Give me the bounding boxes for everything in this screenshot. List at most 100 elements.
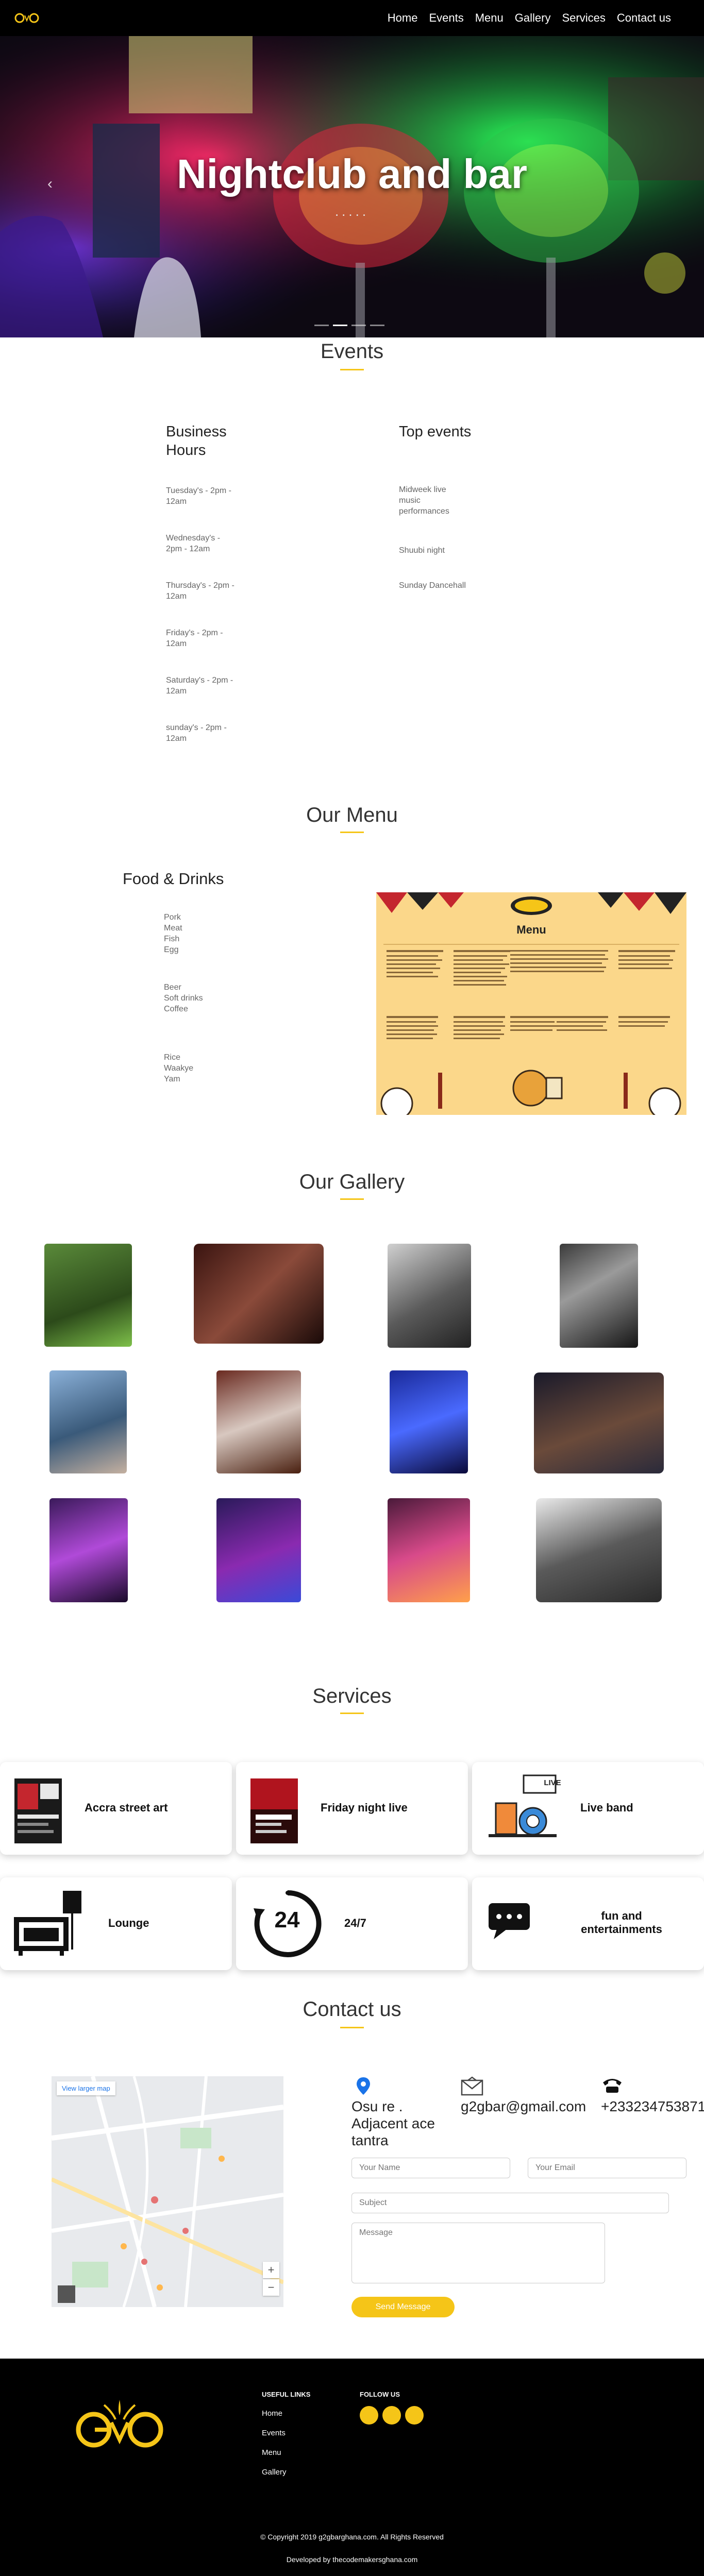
gallery-image[interactable]: [390, 1370, 468, 1473]
facebook-icon[interactable]: [360, 2406, 378, 2425]
message-field[interactable]: [351, 2223, 605, 2283]
contact-address: Osu re . Adjacent ace tantra: [351, 2098, 435, 2148]
contact-email[interactable]: g2gbar@gmail.com: [461, 2098, 586, 2114]
footer-link-gallery[interactable]: Gallery: [262, 2468, 287, 2477]
business-hours-item: Friday's - 2pm - 12am: [166, 629, 223, 648]
footer-logo[interactable]: [68, 2395, 171, 2451]
nav-home[interactable]: Home: [387, 11, 418, 24]
top-navbar: Home Events Menu Gallery Services Contac…: [0, 0, 704, 36]
email-field[interactable]: [528, 2158, 686, 2178]
service-card-lounge[interactable]: Lounge: [0, 1877, 232, 1970]
carousel-indicators: [314, 325, 384, 326]
contact-title-underline: [340, 2027, 364, 2028]
events-title: Events: [320, 340, 384, 363]
hero-carousel: Nightclub and bar ..... ‹: [0, 36, 704, 337]
menu-board-graphic: [376, 892, 686, 1115]
menu-item: Yam: [164, 1075, 180, 1083]
chat-bubbles-icon: [489, 1903, 530, 1939]
nav-contact-us[interactable]: Contact us: [616, 11, 671, 24]
service-card-fun-entertainments[interactable]: fun and entertainments: [472, 1877, 704, 1970]
hero-background-image: [0, 36, 704, 337]
gallery-image[interactable]: [534, 1372, 664, 1473]
gallery-image[interactable]: [388, 1498, 470, 1602]
menu-title: Our Menu: [306, 804, 398, 826]
footer-link-menu[interactable]: Menu: [262, 2448, 281, 2457]
map-zoom-out-icon[interactable]: −: [263, 2279, 279, 2296]
service-label: Friday night live: [321, 1801, 408, 1814]
service-card-accra-street-art[interactable]: Accra street art: [0, 1762, 232, 1855]
gallery-title-underline: [340, 1198, 364, 1200]
view-larger-map-link[interactable]: View larger map: [57, 2081, 115, 2095]
footer: USEFUL LINKS Home Events Menu Gallery FO…: [0, 2359, 704, 2576]
google-map[interactable]: View larger map + −: [52, 2076, 283, 2307]
gallery-image[interactable]: [388, 1244, 471, 1348]
service-label: Lounge: [108, 1917, 149, 1929]
service-card-friday-night-live[interactable]: Friday night live: [236, 1762, 468, 1855]
menu-item: Meat: [164, 924, 182, 933]
hero-title: Nightclub and bar: [177, 151, 527, 197]
hero-subtitle: .....: [334, 204, 370, 219]
subject-field[interactable]: [351, 2193, 669, 2213]
business-hours-item: sunday's - 2pm - 12am: [166, 723, 227, 743]
name-field[interactable]: [351, 2158, 510, 2178]
contact-phone[interactable]: +233234753871: [601, 2098, 704, 2114]
service-card-24-7[interactable]: 24 24/7: [236, 1877, 468, 1970]
service-label: Live band: [580, 1801, 633, 1814]
carousel-prev-icon[interactable]: ‹: [47, 175, 53, 192]
twitter-icon[interactable]: [382, 2406, 401, 2425]
nav-menu[interactable]: Menu: [475, 11, 504, 24]
clock-24-icon: [254, 1890, 322, 1957]
gallery-image[interactable]: [44, 1244, 132, 1347]
footer-link-home[interactable]: Home: [262, 2409, 283, 2418]
gallery-image[interactable]: [216, 1498, 301, 1602]
business-hours-heading: Business Hours: [166, 423, 227, 459]
clock-24-number: 24: [274, 1907, 300, 1933]
carousel-dot[interactable]: [351, 325, 366, 326]
top-events-item: Sunday Dancehall: [399, 581, 466, 590]
gallery-title: Our Gallery: [299, 1171, 405, 1193]
food-drinks-heading: Food & Drinks: [123, 870, 224, 888]
business-hours-item: Wednesday's - 2pm - 12am: [166, 534, 221, 553]
menu-item: Pork: [164, 913, 181, 922]
business-hours-item: Thursday's - 2pm - 12am: [166, 581, 234, 601]
footer-link-events[interactable]: Events: [262, 2429, 286, 2437]
menu-board-title: Menu: [516, 923, 546, 936]
gallery-image[interactable]: [560, 1244, 638, 1348]
street-art-poster-icon: [14, 1778, 62, 1843]
friday-night-poster-icon: [250, 1778, 298, 1843]
developed-by-text: Developed by thecodemakersghana.com: [286, 2555, 418, 2564]
top-events-heading: Top events: [399, 423, 472, 440]
gallery-image[interactable]: [49, 1370, 127, 1473]
nav-services[interactable]: Services: [562, 11, 606, 24]
menu-item: Egg: [164, 945, 179, 954]
menu-board-image: Menu: [376, 892, 686, 1115]
instagram-icon[interactable]: [405, 2406, 424, 2425]
service-label: 24/7: [344, 1917, 366, 1929]
map-street-view-icon[interactable]: [58, 2285, 75, 2303]
gallery-image[interactable]: [216, 1370, 301, 1473]
send-message-button[interactable]: Send Message: [351, 2297, 455, 2317]
lounge-chair-icon: [14, 1891, 81, 1956]
menu-item: Waakye: [164, 1064, 194, 1073]
business-hours-item: Tuesday's - 2pm - 12am: [166, 486, 231, 506]
menu-item: Fish: [164, 935, 180, 943]
top-events-item: Shuubi night: [399, 546, 445, 555]
gallery-image[interactable]: [49, 1498, 128, 1602]
service-card-live-band[interactable]: LIVE Live band: [472, 1762, 704, 1855]
service-label: Accra street art: [85, 1801, 168, 1814]
live-sign-label: LIVE: [544, 1778, 561, 1787]
menu-item: Soft drinks: [164, 994, 203, 1003]
envelope-icon: [461, 2076, 483, 2096]
map-zoom-in-icon[interactable]: +: [263, 2262, 279, 2278]
g2g-logo[interactable]: [14, 11, 39, 25]
nav-events[interactable]: Events: [429, 11, 464, 24]
carousel-dot[interactable]: [333, 325, 347, 326]
carousel-dot[interactable]: [370, 325, 384, 326]
telephone-icon: [603, 2079, 622, 2093]
carousel-dot[interactable]: [314, 325, 329, 326]
gallery-image[interactable]: [536, 1498, 662, 1602]
nav-gallery[interactable]: Gallery: [514, 11, 551, 24]
menu-item: Coffee: [164, 1005, 188, 1013]
gallery-image[interactable]: [194, 1244, 324, 1344]
top-events-item: Midweek live music performances: [399, 485, 449, 516]
